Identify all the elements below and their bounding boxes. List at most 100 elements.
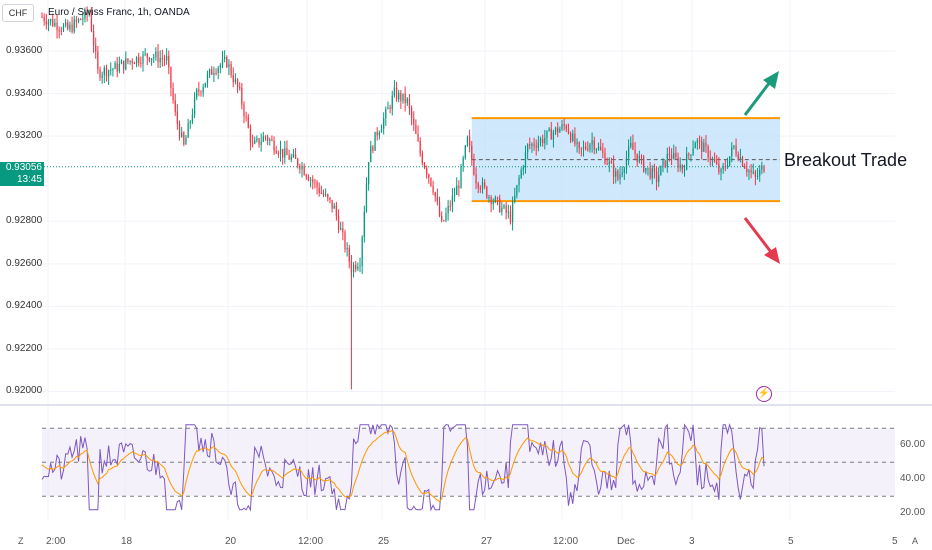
candle-body (275, 151, 277, 154)
time-tick-label: 27 (481, 536, 493, 547)
candle-body (694, 143, 696, 149)
candle-body (425, 167, 428, 175)
candle-body (101, 74, 103, 78)
candle-body (138, 56, 140, 63)
candle-body (264, 136, 267, 138)
candle-body (486, 186, 488, 198)
candle-body (99, 69, 101, 78)
candle-body (643, 156, 645, 172)
candle-body (249, 127, 252, 143)
candle-body (200, 91, 202, 93)
price-tick-label: 0.92800 (6, 215, 43, 227)
price-tick-label: 0.93600 (6, 45, 43, 57)
candle-body (58, 30, 60, 32)
candle-body (133, 63, 136, 65)
candle-body (443, 220, 445, 222)
candle-body (593, 140, 595, 150)
candle-body (404, 93, 406, 104)
candle-body (664, 160, 666, 167)
candle-body (316, 182, 318, 188)
price-tick-label: 0.93400 (6, 87, 43, 99)
candle-body (256, 138, 258, 141)
candle-body (380, 128, 383, 133)
candle-body (520, 169, 522, 178)
candle-body (232, 75, 234, 83)
timezone-button[interactable]: Z (18, 536, 24, 546)
candle-body (241, 87, 243, 105)
candle-body (479, 187, 482, 190)
candle-body (129, 60, 131, 62)
candle-body (756, 175, 759, 177)
candle-body (155, 51, 157, 58)
candle-body (544, 137, 546, 144)
time-tick-label: 20 (225, 536, 237, 547)
candle-body (432, 185, 434, 193)
candle-body (105, 67, 108, 77)
breakout-down-arrow-head (764, 247, 780, 264)
candle-body (148, 57, 151, 61)
candle-body (707, 146, 709, 158)
candle-body (492, 201, 494, 205)
candle-body (131, 60, 133, 64)
candle-body (224, 57, 226, 59)
candle-body (720, 169, 722, 173)
candle-body (211, 69, 213, 75)
candle-body (324, 194, 327, 196)
candle-body (112, 69, 114, 71)
candle-body (606, 163, 608, 165)
candle-body (679, 164, 681, 168)
candle-body (378, 132, 381, 136)
candle-body (522, 167, 524, 170)
candle-body (314, 181, 316, 183)
candle-body (496, 197, 499, 199)
currency-button[interactable]: CHF (2, 4, 34, 22)
candle-body (385, 109, 387, 119)
candle-body (286, 148, 288, 155)
candle-body (372, 146, 374, 151)
candle-body (333, 205, 335, 209)
candle-body (464, 145, 466, 159)
candle-body (741, 157, 744, 167)
candle-body (71, 24, 73, 32)
candle-body (125, 58, 127, 70)
candle-body (226, 57, 228, 67)
candle-body (395, 87, 398, 100)
candle-body (421, 153, 423, 164)
candle-body (514, 195, 516, 202)
breakout-trade-annotation[interactable]: Breakout Trade (784, 150, 908, 170)
candle-body (737, 154, 739, 161)
candle-body (193, 97, 196, 115)
candle-body (303, 166, 305, 175)
candle-body (135, 56, 138, 64)
candle-body (561, 124, 563, 129)
candle-body (701, 140, 703, 152)
candle-body (305, 174, 307, 178)
candle-body (662, 160, 664, 166)
candle-body (116, 63, 118, 72)
candle-body (471, 145, 473, 160)
lightning-icon[interactable]: ⚡ (756, 386, 772, 402)
candles (41, 6, 765, 390)
candle-body (735, 145, 737, 155)
candle-body (462, 158, 464, 167)
candle-body (548, 128, 550, 131)
candle-body (355, 264, 357, 270)
candle-body (703, 142, 705, 152)
candle-body (681, 164, 683, 170)
candle-body (419, 141, 421, 154)
candle-body (726, 165, 729, 167)
candle-body (445, 213, 447, 221)
candle-body (219, 64, 221, 68)
candle-body (647, 167, 649, 169)
countdown-timer: 13:45 (16, 174, 42, 185)
candle-body (62, 25, 65, 31)
candle-body (623, 168, 625, 173)
candle-body (531, 143, 533, 146)
candle-body (728, 156, 731, 166)
candle-body (370, 146, 372, 163)
candle-body (41, 17, 43, 19)
auto-scale-button[interactable]: A (912, 536, 919, 546)
candle-body (630, 142, 632, 147)
candle-body (196, 89, 198, 98)
